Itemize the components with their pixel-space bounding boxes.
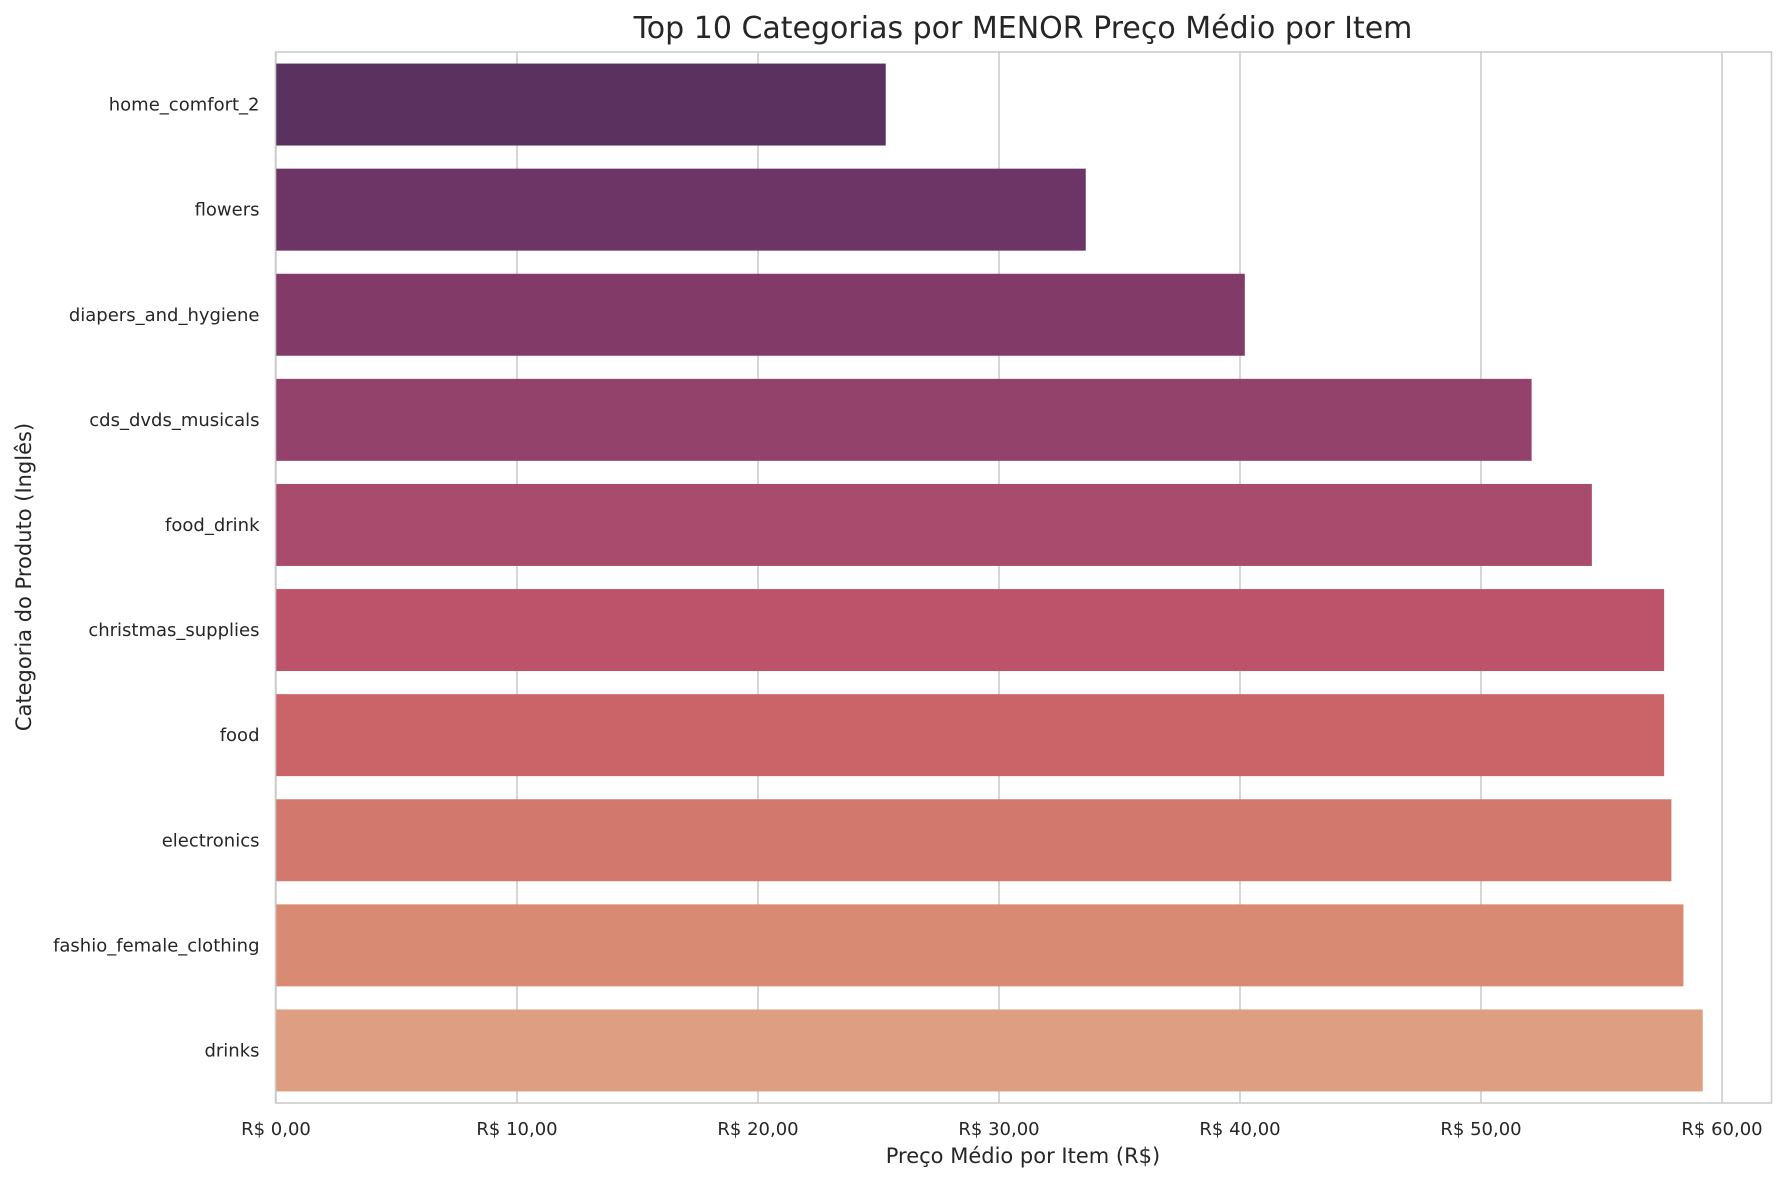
y-tick-label: diapers_and_hygiene xyxy=(69,305,260,326)
y-tick-label: electronics xyxy=(162,830,260,851)
bar-flowers xyxy=(276,168,1086,251)
x-tick-label: R$ 50,00 xyxy=(1440,1119,1521,1140)
bar-cds_dvds_musicals xyxy=(276,378,1532,461)
bar-electronics xyxy=(276,799,1672,882)
y-tick-label: christmas_supplies xyxy=(88,620,259,641)
bar-food xyxy=(276,694,1665,777)
x-tick-label: R$ 0,00 xyxy=(241,1119,311,1140)
x-axis-label: Preço Médio por Item (R$) xyxy=(886,1144,1161,1168)
y-tick-label: drinks xyxy=(204,1040,259,1061)
x-tick-label: R$ 20,00 xyxy=(717,1119,798,1140)
bar-fashio_female_clothing xyxy=(276,904,1684,987)
bars-layer xyxy=(276,63,1703,1092)
x-tick-label: R$ 60,00 xyxy=(1681,1119,1762,1140)
y-tick-label: fashio_female_clothing xyxy=(53,935,259,956)
x-tick-label: R$ 10,00 xyxy=(476,1119,557,1140)
y-tick-label: home_comfort_2 xyxy=(109,95,260,116)
y-tick-label: food_drink xyxy=(165,515,260,536)
bar-diapers_and_hygiene xyxy=(276,273,1245,356)
x-tick-label: R$ 40,00 xyxy=(1199,1119,1280,1140)
y-tick-label: food xyxy=(220,725,260,746)
y-tick-label: flowers xyxy=(195,200,260,221)
chart-title: Top 10 Categorias por MENOR Preço Médio … xyxy=(633,11,1413,46)
bar-food_drink xyxy=(276,483,1592,566)
plot-frame xyxy=(274,51,1773,1104)
y-axis-label: Categoria do Produto (Inglês) xyxy=(12,423,36,731)
bar-christmas_supplies xyxy=(276,589,1665,672)
bar-drinks xyxy=(276,1009,1703,1092)
bar-home_comfort_2 xyxy=(276,63,886,146)
x-tick-label: R$ 30,00 xyxy=(958,1119,1039,1140)
y-tick-label: cds_dvds_musicals xyxy=(89,410,259,431)
x-tick-labels: R$ 0,00 R$ 10,00 R$ 20,00 R$ 30,00 R$ 40,00 R… xyxy=(241,1119,1762,1140)
